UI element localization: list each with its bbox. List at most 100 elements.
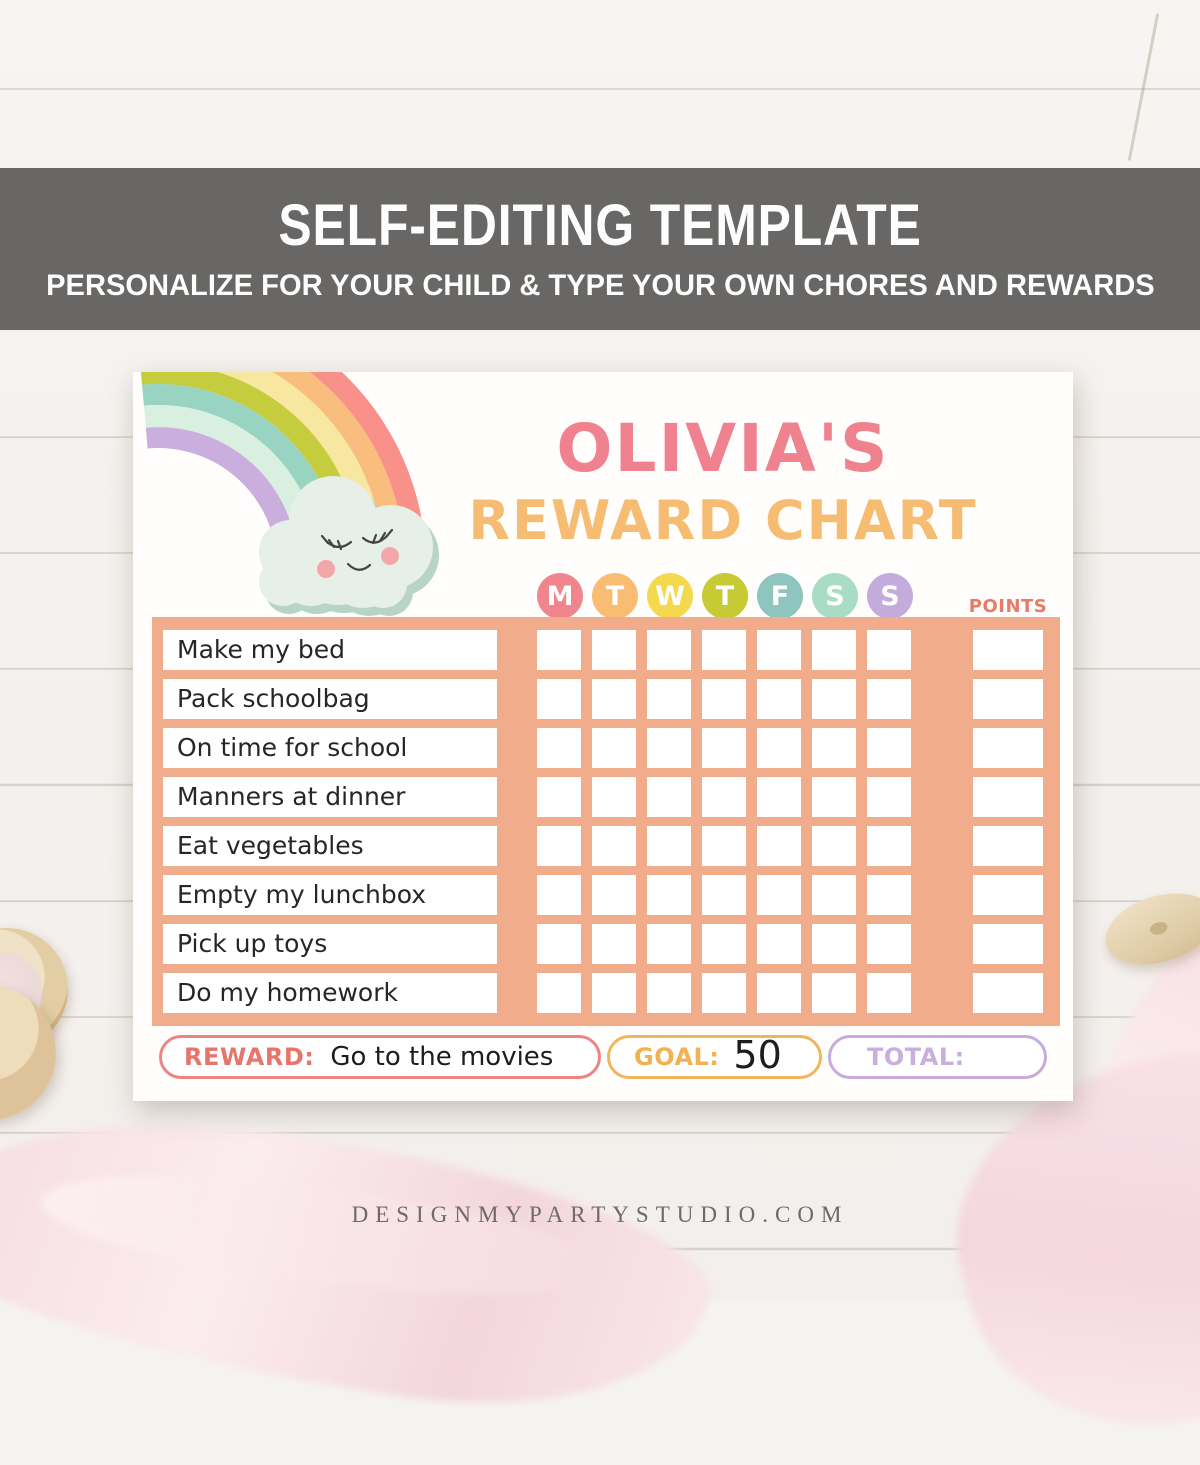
points-cell[interactable] — [973, 679, 1043, 719]
chart-footer: REWARD: Go to the movies GOAL: 50 TOTAL: — [159, 1033, 1047, 1079]
points-cell[interactable] — [973, 973, 1043, 1013]
day-cell[interactable] — [702, 777, 746, 817]
day-cell[interactable] — [812, 728, 856, 768]
day-cell[interactable] — [867, 924, 911, 964]
day-cell[interactable] — [537, 875, 581, 915]
goal-pill: GOAL: 50 — [607, 1033, 822, 1079]
day-cell[interactable] — [537, 728, 581, 768]
day-cell[interactable] — [537, 679, 581, 719]
reward-pill: REWARD: Go to the movies — [159, 1035, 601, 1079]
total-label: TOTAL: — [867, 1043, 965, 1071]
chore-row: Do my homework — [163, 973, 1043, 1013]
goal-label: GOAL: — [634, 1043, 720, 1071]
day-cell[interactable] — [702, 630, 746, 670]
chore-row: Empty my lunchbox — [163, 875, 1043, 915]
day-cell[interactable] — [757, 973, 801, 1013]
points-cell[interactable] — [973, 630, 1043, 670]
chore-label[interactable]: Pick up toys — [163, 924, 497, 964]
day-cell[interactable] — [537, 973, 581, 1013]
day-cell[interactable] — [702, 973, 746, 1013]
day-cell[interactable] — [647, 728, 691, 768]
day-cell[interactable] — [702, 728, 746, 768]
day-cell[interactable] — [647, 630, 691, 670]
day-cell[interactable] — [867, 777, 911, 817]
chore-label[interactable]: Manners at dinner — [163, 777, 497, 817]
day-cell[interactable] — [757, 826, 801, 866]
day-cell[interactable] — [592, 728, 636, 768]
day-cell[interactable] — [757, 924, 801, 964]
day-circle-4-F: F — [757, 573, 803, 619]
day-cell[interactable] — [757, 875, 801, 915]
day-cell[interactable] — [867, 826, 911, 866]
cloud-face — [320, 528, 394, 571]
cloud-cheeks — [317, 547, 399, 578]
day-cell[interactable] — [647, 924, 691, 964]
day-circle-3-T: T — [702, 573, 748, 619]
day-cell[interactable] — [812, 924, 856, 964]
day-cell[interactable] — [702, 875, 746, 915]
day-cell[interactable] — [867, 973, 911, 1013]
day-cell[interactable] — [592, 973, 636, 1013]
day-cell[interactable] — [812, 679, 856, 719]
day-circle-1-T: T — [592, 573, 638, 619]
day-cell[interactable] — [592, 875, 636, 915]
day-circle-0-M: M — [537, 573, 583, 619]
chore-label[interactable]: Do my homework — [163, 973, 497, 1013]
day-cell[interactable] — [757, 777, 801, 817]
reward-value[interactable]: Go to the movies — [330, 1042, 554, 1072]
day-cell[interactable] — [647, 777, 691, 817]
day-cell[interactable] — [757, 630, 801, 670]
day-cell[interactable] — [702, 679, 746, 719]
day-cell[interactable] — [757, 728, 801, 768]
day-cell[interactable] — [592, 777, 636, 817]
day-cell[interactable] — [647, 973, 691, 1013]
banner-subtitle: PERSONALIZE FOR YOUR CHILD & TYPE YOUR O… — [45, 269, 1155, 302]
day-cell[interactable] — [867, 728, 911, 768]
day-cell[interactable] — [647, 826, 691, 866]
chore-label[interactable]: Empty my lunchbox — [163, 875, 497, 915]
day-cell[interactable] — [647, 679, 691, 719]
day-cell[interactable] — [867, 630, 911, 670]
day-cell[interactable] — [812, 826, 856, 866]
day-cell[interactable] — [592, 924, 636, 964]
top-banner: SELF-EDITING TEMPLATE PERSONALIZE FOR YO… — [0, 168, 1200, 330]
day-cell[interactable] — [867, 679, 911, 719]
day-cell[interactable] — [812, 973, 856, 1013]
day-cell[interactable] — [592, 826, 636, 866]
day-cell[interactable] — [592, 630, 636, 670]
chore-row: Pack schoolbag — [163, 679, 1043, 719]
goal-value[interactable]: 50 — [733, 1033, 782, 1077]
day-cell[interactable] — [592, 679, 636, 719]
day-cell[interactable] — [537, 924, 581, 964]
reward-label: REWARD: — [184, 1043, 315, 1071]
chore-grid-panel: Make my bed Pack schoolbag On time for sch… — [152, 617, 1060, 1026]
points-cell[interactable] — [973, 777, 1043, 817]
day-cell[interactable] — [812, 630, 856, 670]
day-cell[interactable] — [537, 826, 581, 866]
chore-row: Manners at dinner — [163, 777, 1043, 817]
points-cell[interactable] — [973, 875, 1043, 915]
day-cell[interactable] — [647, 875, 691, 915]
day-cell[interactable] — [757, 679, 801, 719]
day-cell[interactable] — [812, 875, 856, 915]
total-pill: TOTAL: — [828, 1035, 1047, 1079]
chore-label[interactable]: Eat vegetables — [163, 826, 497, 866]
child-name[interactable]: OLIVIA'S — [556, 410, 890, 487]
day-cell[interactable] — [812, 777, 856, 817]
day-cell[interactable] — [537, 777, 581, 817]
points-cell[interactable] — [973, 728, 1043, 768]
points-cell[interactable] — [973, 826, 1043, 866]
chore-label[interactable]: Pack schoolbag — [163, 679, 497, 719]
chore-label[interactable]: On time for school — [163, 728, 497, 768]
day-cell[interactable] — [537, 630, 581, 670]
day-circle-6-S: S — [867, 573, 913, 619]
points-cell[interactable] — [973, 924, 1043, 964]
day-cell[interactable] — [702, 924, 746, 964]
chore-label[interactable]: Make my bed — [163, 630, 497, 670]
day-circle-2-W: W — [647, 573, 693, 619]
day-cell[interactable] — [702, 826, 746, 866]
chore-row: On time for school — [163, 728, 1043, 768]
day-cell[interactable] — [867, 875, 911, 915]
